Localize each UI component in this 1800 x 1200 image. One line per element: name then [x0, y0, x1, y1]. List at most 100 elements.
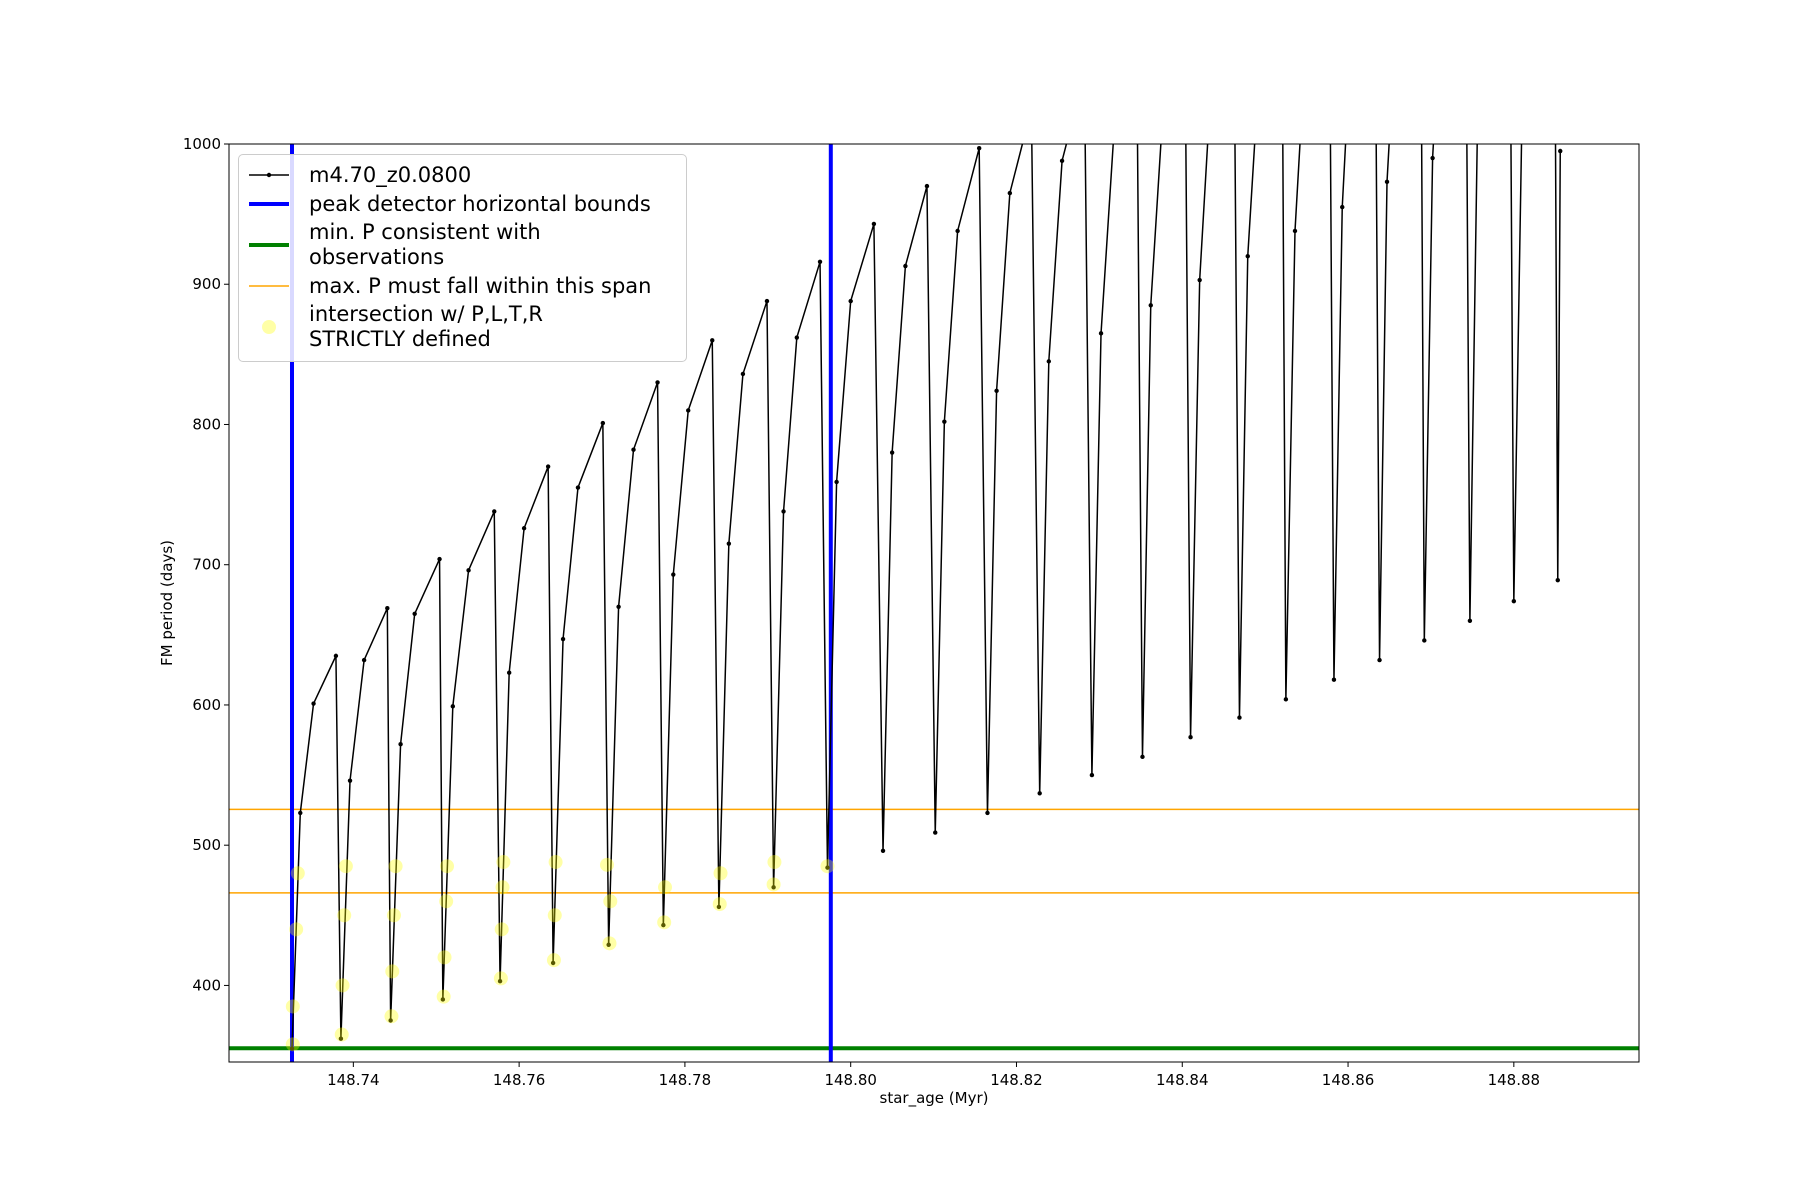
legend-handle	[249, 202, 289, 206]
line-marker	[1112, 125, 1116, 129]
legend-label: min. P consistent with observations	[309, 220, 541, 269]
line-marker	[1511, 598, 1517, 604]
line-marker	[289, 1046, 295, 1051]
line-marker	[848, 298, 853, 304]
scatter-point	[602, 936, 617, 951]
line-marker	[631, 447, 636, 452]
scatter-point	[493, 971, 508, 986]
x-tick-label: 148.82	[990, 1071, 1043, 1089]
line-marker	[716, 904, 722, 910]
line-marker	[575, 485, 581, 490]
line-marker	[437, 556, 442, 562]
scatter-point	[767, 855, 782, 870]
x-tick-label: 148.86	[1322, 1071, 1375, 1089]
y-tick-label: 500	[192, 836, 221, 854]
line-marker	[1059, 158, 1065, 164]
line-marker	[880, 848, 886, 854]
line-marker	[1089, 772, 1095, 778]
line-marker	[347, 778, 353, 783]
line-marker	[1140, 754, 1145, 760]
line-marker	[661, 922, 666, 928]
scatter-point	[334, 1027, 349, 1042]
x-axis-label: star_age (Myr)	[880, 1089, 989, 1108]
series-line	[291, 144, 1561, 1049]
line-marker	[492, 509, 497, 514]
y-tick-label: 400	[192, 976, 221, 994]
line-marker	[771, 885, 776, 890]
line-marker	[942, 419, 947, 424]
line-marker	[985, 810, 990, 816]
scatter-point	[289, 922, 304, 937]
legend-entry: peak detector horizontal bounds	[245, 191, 678, 217]
line-marker	[889, 450, 895, 455]
line-marker	[1467, 618, 1473, 624]
scatter-point	[285, 1037, 300, 1052]
y-tick-label: 600	[192, 696, 221, 714]
line-marker	[1183, 2, 1187, 6]
scatter-point	[285, 999, 300, 1014]
line-marker	[600, 420, 606, 426]
line-marker	[817, 259, 823, 265]
scatter-point	[338, 859, 353, 874]
line-marker	[726, 541, 732, 546]
line-marker	[710, 338, 715, 343]
line-marker	[450, 704, 456, 709]
scatter-point	[494, 922, 509, 937]
line-marker	[616, 604, 621, 609]
scatter-point	[496, 855, 511, 870]
line-marker	[1340, 204, 1345, 210]
legend-entry: m4.70_z0.0800	[245, 162, 678, 188]
line-marker	[1292, 228, 1298, 234]
legend-label: m4.70_z0.0800	[309, 162, 472, 187]
line-marker	[924, 183, 930, 189]
line-marker	[497, 979, 503, 984]
line-marker	[1305, 11, 1309, 15]
line-marker	[298, 810, 303, 816]
legend-label: intersection w/ P,L,T,R STRICTLY defined	[309, 302, 543, 351]
scatter-point	[548, 855, 563, 870]
line-marker	[1237, 715, 1242, 720]
line-marker	[1098, 331, 1104, 336]
line-marker	[1029, 107, 1033, 111]
line-marker	[1188, 735, 1193, 740]
line-marker	[1197, 277, 1202, 283]
line-marker	[1245, 253, 1250, 259]
line-marker	[834, 479, 839, 485]
y-tick-label: 800	[192, 415, 221, 433]
y-tick-label: 1000	[183, 135, 221, 153]
line-marker	[550, 960, 556, 966]
line-marker	[1558, 148, 1563, 154]
legend-marker	[262, 320, 276, 334]
line-marker	[825, 865, 830, 870]
line-marker	[933, 830, 938, 835]
line-marker	[794, 335, 800, 340]
scatter-point	[290, 866, 305, 881]
line-marker	[871, 221, 877, 227]
scatter-point	[657, 915, 672, 930]
line-marker	[1384, 179, 1390, 185]
line-marker	[1331, 677, 1337, 682]
scatter-point	[440, 859, 455, 874]
line-marker	[1037, 791, 1042, 796]
line-marker	[1148, 303, 1153, 308]
scatter-point	[820, 859, 835, 874]
line-marker	[994, 388, 999, 394]
line-marker	[311, 701, 316, 706]
line-marker	[412, 611, 417, 616]
line-marker	[976, 146, 982, 151]
line-marker	[955, 228, 960, 234]
plot-area	[229, 2, 1639, 1062]
scatter-point	[384, 1009, 399, 1024]
line-marker	[1134, 37, 1138, 41]
x-tick-label: 148.76	[493, 1071, 546, 1089]
x-tick-label: 148.80	[824, 1071, 877, 1089]
line-marker	[466, 568, 471, 573]
scatter-point	[385, 964, 400, 979]
line-marker	[1210, 65, 1214, 69]
legend-handle	[262, 320, 276, 334]
legend-entry: intersection w/ P,L,T,R STRICTLY defined	[245, 302, 678, 352]
y-tick-label: 900	[192, 275, 221, 293]
line-marker	[1475, 131, 1479, 135]
